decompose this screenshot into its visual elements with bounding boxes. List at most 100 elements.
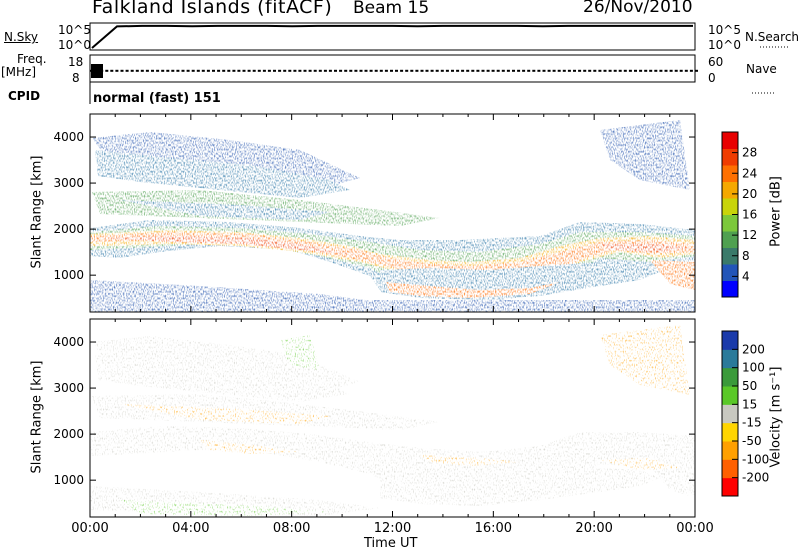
frequency-dot — [273, 69, 276, 72]
frequency-dot — [613, 69, 617, 72]
frequency-dot — [491, 69, 495, 72]
frequency-dot — [303, 69, 307, 72]
colorbar-segment — [722, 247, 738, 265]
station-title: Falkland Islands (fitACF) — [92, 0, 333, 18]
frequency-dot — [532, 69, 536, 72]
colorbar-segment — [722, 459, 738, 479]
frequency-dot — [481, 69, 485, 72]
frequency-dot — [456, 69, 460, 72]
colorbar-segment — [722, 331, 738, 350]
frequency-dot — [262, 69, 266, 72]
frequency-dot — [410, 69, 414, 72]
noise-right-tick-top: 10^5 — [708, 23, 741, 37]
frequency-dot — [623, 69, 627, 72]
frequency-dot — [420, 69, 424, 72]
colorbar-tick-label: -50 — [742, 434, 762, 448]
frequency-dot — [542, 69, 546, 72]
frequency-dot — [125, 69, 129, 72]
x-tick-label: 04:00 — [172, 521, 209, 536]
frequency-dot — [471, 69, 475, 72]
frequency-dot — [679, 69, 683, 72]
date-label: 26/Nov/2010 — [583, 0, 693, 17]
colorbar-segment — [722, 231, 738, 248]
frequency-dot — [176, 69, 180, 72]
frequency-dot — [527, 69, 531, 72]
colorbar-tick-label: -200 — [742, 471, 769, 485]
colorbar-segment — [722, 132, 738, 149]
frequency-dot — [252, 69, 256, 72]
frequency-dot — [318, 69, 322, 72]
frequency-dot — [674, 69, 678, 72]
x-tick-label: 20:00 — [575, 521, 612, 536]
colorbar-segment — [722, 198, 738, 215]
colorbar-segment — [722, 422, 738, 442]
frequency-dot — [461, 69, 465, 72]
frequency-dot — [451, 69, 454, 72]
frequency-dot — [395, 69, 398, 72]
velocity-colorbar: 200 100 50 15 -15 -50 -100 -200 — [721, 330, 769, 497]
frequency-dot — [573, 69, 576, 72]
velocity-ytick-label: 1000 — [53, 473, 84, 487]
frequency-dot — [695, 69, 698, 72]
frequency-dot — [359, 69, 363, 72]
frequency-dot — [598, 69, 602, 72]
colorbar-segment — [722, 386, 738, 405]
nave-tick-top: 60 — [708, 55, 723, 69]
x-axis-label: Time UT — [364, 536, 418, 551]
frequency-dot — [227, 69, 231, 72]
frequency-dot — [684, 69, 688, 72]
frequency-dot — [644, 69, 648, 72]
cpid-value: normal (fast) 151 — [93, 91, 221, 106]
velocity-ylabel: Slant Range [km] — [29, 360, 45, 474]
colorbar-segment — [722, 214, 738, 232]
colorbar-tick-label: 12 — [742, 228, 757, 242]
colorbar-segment — [722, 148, 738, 166]
frequency-dot — [425, 69, 429, 72]
colorbar-segment — [722, 165, 738, 182]
colorbar-tick-label: 24 — [742, 166, 757, 180]
colorbar-tick-label: -15 — [742, 416, 762, 430]
colorbar-tick-label: 28 — [742, 146, 757, 160]
frequency-dot — [384, 69, 388, 72]
frequency-dot — [196, 69, 200, 72]
noise-left-tick-bottom: 10^0 — [58, 38, 91, 52]
frequency-dot — [323, 69, 327, 72]
colorbar-segment — [722, 280, 738, 298]
frequency-dot — [603, 69, 607, 72]
frequency-dot — [512, 69, 515, 72]
frequency-dot — [567, 69, 571, 72]
frequency-dot — [161, 69, 165, 72]
frequency-dot — [110, 69, 114, 72]
colorbar-tick-label: 4 — [742, 269, 750, 283]
cpid-label: CPID — [8, 89, 41, 103]
colorbar-segment — [722, 264, 738, 281]
frequency-dot — [105, 69, 109, 72]
frequency-dot — [649, 69, 653, 72]
colorbar-tick-label: 16 — [742, 208, 757, 222]
frequency-dot — [578, 69, 582, 72]
frequency-dot — [476, 69, 480, 72]
velocity-ytick-label: 3000 — [53, 381, 84, 395]
frequency-dot — [552, 69, 556, 72]
velocity-ytick-label: 4000 — [53, 335, 84, 349]
noise-right-label: N.Search — [745, 30, 800, 44]
power-echoes — [90, 120, 695, 312]
colorbar-tick-label: 200 — [742, 342, 765, 356]
colorbar-tick-label: 15 — [742, 397, 757, 411]
frequency-dot — [237, 69, 241, 72]
frequency-dot — [156, 69, 160, 72]
frequency-dot — [639, 69, 643, 72]
frequency-dot — [405, 69, 409, 72]
frequency-dot — [354, 69, 358, 72]
frequency-dot — [364, 69, 368, 72]
frequency-dot — [654, 69, 658, 72]
power-colorbar-label: Power [dB] — [768, 176, 784, 247]
frequency-dot — [349, 69, 353, 72]
colorbar-tick-label: 50 — [742, 379, 757, 393]
frequency-dot — [145, 69, 149, 72]
power-ytick-label: 3000 — [53, 176, 84, 190]
frequency-dot — [267, 69, 271, 72]
x-tick-label: 08:00 — [273, 521, 310, 536]
frequency-dot — [212, 69, 215, 72]
